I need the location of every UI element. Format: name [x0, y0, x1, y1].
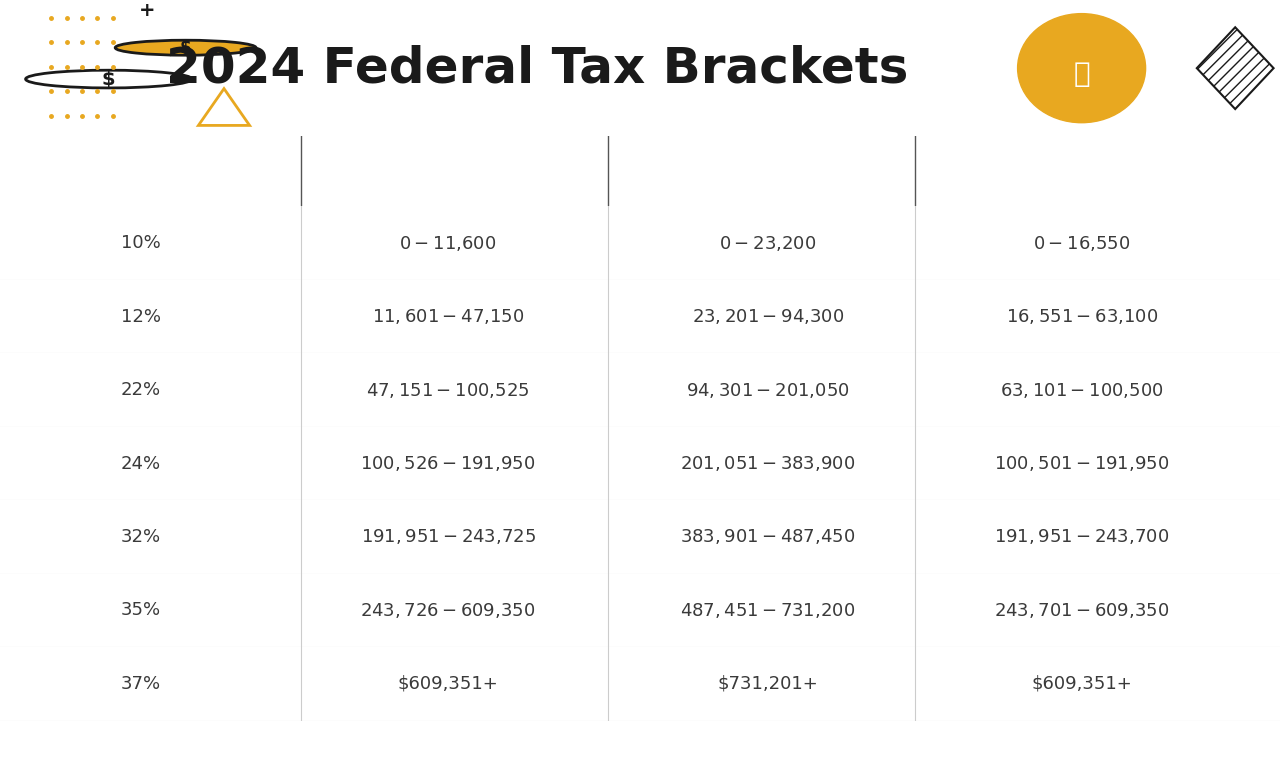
Text: $: $ [179, 39, 192, 57]
Text: $100,526 - $191,950: $100,526 - $191,950 [361, 454, 535, 473]
Text: $16,551 - $63,100: $16,551 - $63,100 [1006, 307, 1157, 326]
Text: ⛪: ⛪ [1074, 60, 1089, 87]
Text: $191,951 - $243,700: $191,951 - $243,700 [995, 527, 1169, 546]
Text: HEAD OF HOUSEHOLD: HEAD OF HOUSEHOLD [987, 164, 1176, 179]
Text: 10%: 10% [120, 234, 161, 252]
Text: $0 - $23,200: $0 - $23,200 [719, 234, 817, 252]
Circle shape [115, 41, 256, 55]
Text: $243,701 - $609,350: $243,701 - $609,350 [995, 601, 1169, 620]
Text: $63,101 - $100,500: $63,101 - $100,500 [1000, 381, 1164, 400]
Ellipse shape [1018, 14, 1146, 123]
Text: +: + [140, 2, 155, 20]
Text: $609,351+: $609,351+ [1032, 675, 1132, 693]
Text: TAX BRACKET/RATE: TAX BRACKET/RATE [58, 164, 224, 179]
Text: $100,501 - $191,950: $100,501 - $191,950 [995, 454, 1169, 473]
Text: $0 - $16,550: $0 - $16,550 [1033, 234, 1130, 252]
Text: $: $ [102, 69, 115, 89]
Text: 32%: 32% [120, 528, 161, 546]
Text: $383,901 - $487,450: $383,901 - $487,450 [681, 527, 855, 546]
Text: 24%: 24% [120, 454, 161, 473]
Text: $94,301 - $201,050: $94,301 - $201,050 [686, 381, 850, 400]
Text: $201,051 - $383,900: $201,051 - $383,900 [681, 454, 855, 473]
Text: Source: TheCollegeInvestor.com: Source: TheCollegeInvestor.com [923, 743, 1125, 756]
Text: 37%: 37% [120, 675, 161, 693]
Polygon shape [1197, 27, 1274, 109]
Text: 22%: 22% [120, 381, 161, 399]
Text: 🎓 THE COLLEGE INVESTOR: 🎓 THE COLLEGE INVESTOR [12, 743, 193, 756]
Text: $47,151 - $100,525: $47,151 - $100,525 [366, 381, 530, 400]
Text: SINGLE: SINGLE [417, 164, 479, 179]
Text: 12%: 12% [120, 308, 161, 326]
Text: $0 - $11,600: $0 - $11,600 [399, 234, 497, 252]
Text: $609,351+: $609,351+ [398, 675, 498, 693]
Text: $487,451 - $731,200: $487,451 - $731,200 [681, 601, 855, 620]
Text: $191,951 - $243,725: $191,951 - $243,725 [361, 527, 535, 546]
Text: MARRIED
FILING JOINTLY: MARRIED FILING JOINTLY [704, 154, 832, 189]
Text: $243,726 - $609,350: $243,726 - $609,350 [361, 601, 535, 620]
Text: 2024 Federal Tax Brackets: 2024 Federal Tax Brackets [166, 44, 909, 92]
Text: $11,601 - $47,150: $11,601 - $47,150 [372, 307, 524, 326]
Text: $731,201+: $731,201+ [718, 675, 818, 693]
Text: 35%: 35% [120, 601, 161, 619]
Text: $23,201 - $94,300: $23,201 - $94,300 [692, 307, 844, 326]
